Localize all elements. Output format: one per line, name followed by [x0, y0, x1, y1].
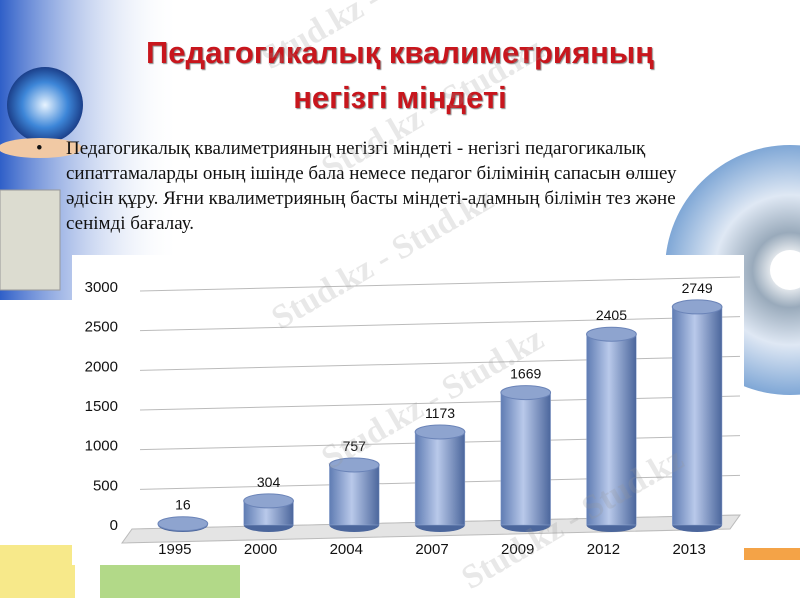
y-tick-label: 1500 — [85, 398, 118, 415]
value-label: 304 — [257, 474, 281, 490]
x-tick-label: 2009 — [501, 541, 534, 558]
value-label: 1173 — [425, 405, 455, 421]
globe — [7, 67, 83, 143]
x-tick-label: 1995 — [158, 541, 191, 558]
value-label: 2405 — [596, 307, 627, 323]
x-tick-label: 2000 — [244, 541, 277, 558]
bar — [414, 431, 466, 526]
value-label: 1669 — [510, 366, 541, 382]
bar-top — [586, 326, 637, 342]
y-tick-label: 3000 — [85, 279, 118, 296]
value-label: 2749 — [682, 280, 713, 296]
bar-top — [328, 457, 380, 473]
bar-top — [243, 493, 294, 509]
y-tick-label: 2000 — [85, 358, 118, 375]
corner-yellow — [0, 545, 75, 598]
bar — [329, 464, 380, 526]
value-label: 16 — [175, 497, 191, 513]
bar-top — [157, 516, 209, 532]
bar — [500, 392, 551, 526]
grid-line — [139, 316, 741, 332]
y-tick-label: 2500 — [85, 319, 118, 336]
cd-hole — [770, 250, 800, 290]
x-tick-label: 2012 — [587, 541, 620, 558]
bar-top — [414, 424, 466, 440]
y-tick-label: 1000 — [85, 438, 118, 455]
grid-line — [139, 276, 741, 292]
y-tick-label: 0 — [110, 517, 118, 534]
grid-line — [139, 355, 741, 371]
x-tick-label: 2007 — [415, 541, 448, 558]
bar-top — [500, 385, 552, 401]
y-tick-label: 500 — [93, 477, 118, 494]
x-tick-label: 2013 — [672, 541, 705, 558]
bar — [586, 333, 637, 526]
grid-line — [139, 395, 741, 411]
bar — [672, 306, 723, 526]
slide-title: Педагогикалық квалиметрияның негізгі мін… — [145, 35, 654, 115]
corner-orange — [740, 548, 800, 560]
x-tick-label: 2004 — [330, 541, 363, 558]
bar-top — [671, 299, 723, 315]
value-label: 757 — [343, 438, 367, 454]
bullet-text: Педагогикалық квалиметрияның негізгі мін… — [36, 136, 696, 236]
corner-green — [100, 560, 240, 598]
